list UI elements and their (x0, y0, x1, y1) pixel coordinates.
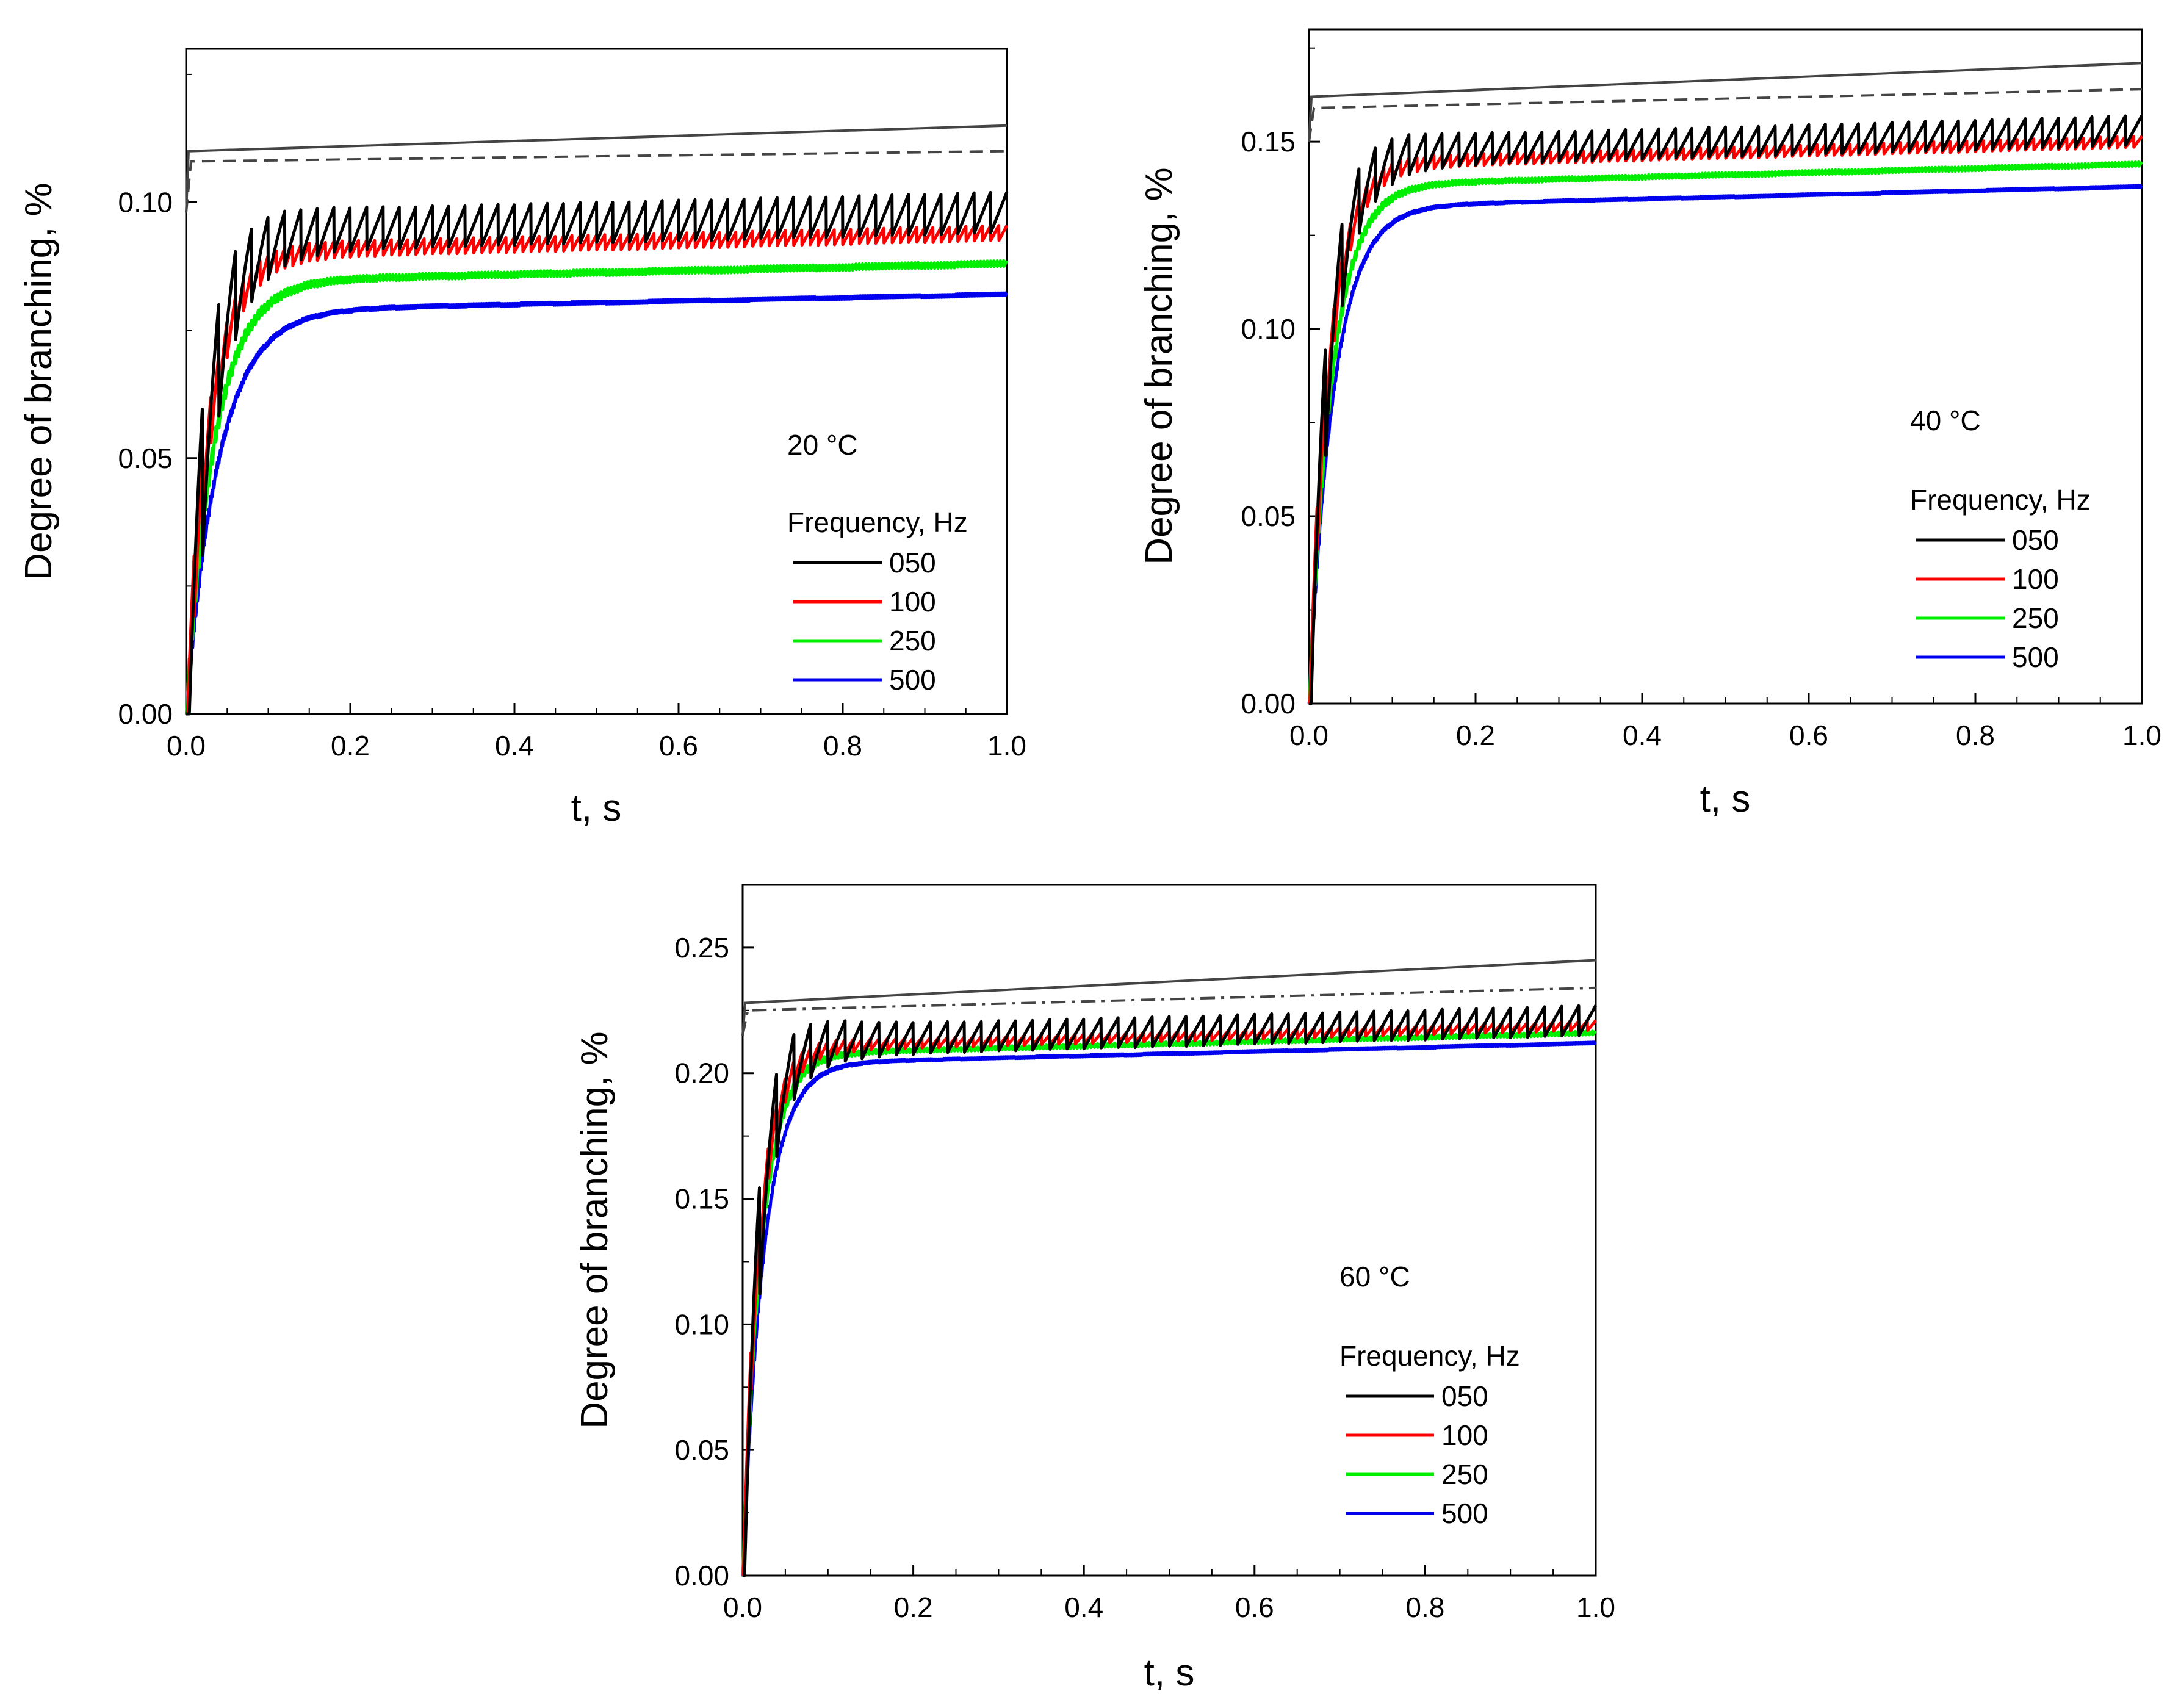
legend-label-500: 500 (2012, 641, 2059, 673)
reference-lines (1308, 62, 2143, 142)
series-line-250 (184, 259, 1009, 716)
series-line-500 (1307, 184, 2143, 704)
legend-label-050: 050 (2012, 524, 2059, 556)
y-tick-label: 0.00 (674, 1560, 729, 1591)
x-axis-title: t, s (571, 787, 622, 829)
y-tick-label: 0.05 (674, 1434, 729, 1466)
x-tick-label: 1.0 (987, 730, 1026, 762)
x-tick-label: 0.6 (1235, 1591, 1274, 1623)
x-tick-label: 0.4 (495, 730, 534, 762)
reference-line-dashed (1308, 88, 2143, 142)
x-tick-label: 0.0 (167, 730, 206, 762)
panel-label: 20 °C (787, 429, 858, 461)
y-tick-label: 0.10 (118, 187, 173, 218)
y-axis-title: Degree of branching, % (574, 1031, 616, 1429)
legend-label-050: 050 (1441, 1380, 1488, 1412)
x-tick-label: 0.2 (1456, 719, 1495, 751)
y-tick-label: 0.20 (674, 1058, 729, 1089)
y-tick-label: 0.25 (674, 932, 729, 964)
x-tick-label: 0.6 (1789, 719, 1828, 751)
x-tick-label: 0.0 (723, 1591, 762, 1623)
series-line-050 (1308, 114, 2144, 705)
x-axis-title: t, s (1144, 1652, 1195, 1694)
legend: Frequency, Hz 050 100 250 500 (1339, 1340, 1520, 1529)
reference-line-dashed (185, 150, 1008, 213)
legend-label-250: 250 (1441, 1458, 1488, 1490)
x-tick-label: 0.8 (1956, 719, 1995, 751)
x-axis-title: t, s (1700, 778, 1751, 820)
legend-label-100: 100 (1441, 1419, 1488, 1451)
x-tick-label: 0.4 (1623, 719, 1662, 751)
y-tick-label: 0.10 (674, 1308, 729, 1340)
legend-label-500: 500 (1441, 1497, 1488, 1529)
axis-ticks: 0.0 0.2 0.4 0.6 0.8 1.0 0.00 0.05 0.10 0.15 0.20 0.… (674, 884, 1615, 1623)
reference-lines (741, 959, 1596, 1036)
x-tick-label: 0.8 (1405, 1591, 1444, 1623)
legend-label-250: 250 (889, 625, 936, 657)
reference-line-solid (741, 959, 1596, 1036)
y-tick-label: 0.05 (1241, 500, 1296, 532)
legend-label-100: 100 (889, 586, 936, 618)
x-tick-label: 1.0 (1576, 1591, 1615, 1623)
y-axis-title: Degree of branching, % (18, 182, 60, 580)
panel-label: 40 °C (1910, 405, 1981, 436)
x-tick-label: 0.2 (894, 1591, 933, 1623)
axis-ticks: 0.0 0.2 0.4 0.6 0.8 1.0 0.00 0.05 0.10 0.15 (1241, 47, 2161, 751)
series-line-500 (184, 291, 1009, 716)
y-tick-label: 0.15 (674, 1183, 729, 1215)
axis-ticks: 0.0 0.2 0.4 0.6 0.8 1.0 0.00 0.05 0.10 (118, 73, 1026, 762)
x-tick-label: 0.6 (659, 730, 698, 762)
legend-label-250: 250 (2012, 602, 2059, 634)
legend-label-100: 100 (2012, 563, 2059, 595)
series-line-250 (1308, 160, 2143, 705)
legend-title: Frequency, Hz (1910, 484, 2091, 516)
chart-panel-60c: 0.0 0.2 0.4 0.6 0.8 1.0 0.00 0.05 0.10 0.15 0.20 0.… (574, 884, 1615, 1694)
series-line-500 (741, 1040, 1597, 1576)
chart-panel-40c: 0.0 0.2 0.4 0.6 0.8 1.00.000.050.100.15 t, s … (1138, 28, 2161, 820)
legend-label-500: 500 (889, 664, 936, 696)
y-axis-title: Degree of branching, % (1138, 167, 1180, 564)
legend-label-050: 050 (889, 547, 936, 578)
series-line-050 (741, 1004, 1598, 1577)
legend-title: Frequency, Hz (1339, 1340, 1520, 1372)
y-tick-label: 0.00 (118, 698, 173, 730)
chart-panel-20c: 0.0 0.2 0.4 0.6 0.8 1.0 0.00 0.05 0.10 t, s Degr… (18, 48, 1026, 829)
series-line-100 (741, 1019, 1597, 1577)
x-tick-label: 1.0 (2122, 719, 2161, 751)
y-tick-label: 0.00 (1241, 688, 1296, 719)
x-tick-label: 0.0 (1289, 719, 1328, 751)
reference-line-solid (185, 124, 1008, 213)
series-line-050 (184, 190, 1009, 716)
reference-lines (185, 124, 1008, 213)
reference-line-dashdot (741, 986, 1596, 1036)
legend-title: Frequency, Hz (787, 506, 968, 538)
y-tick-label: 0.15 (1241, 126, 1296, 157)
y-tick-label: 0.05 (118, 442, 173, 474)
x-tick-label: 0.2 (331, 730, 370, 762)
legend: Frequency, Hz 050 100 250 500 (1910, 484, 2091, 673)
panel-label: 60 °C (1339, 1261, 1410, 1292)
x-tick-label: 0.8 (823, 730, 862, 762)
legend: Frequency, Hz 050 100 250 500 (787, 506, 968, 696)
reference-line-solid (1308, 62, 2143, 142)
series-lines (184, 190, 1009, 716)
y-tick-label: 0.10 (1241, 313, 1296, 345)
x-tick-label: 0.4 (1064, 1591, 1103, 1623)
series-line-250 (741, 1029, 1597, 1577)
series-lines (741, 1004, 1598, 1577)
series-lines (1307, 114, 2144, 705)
